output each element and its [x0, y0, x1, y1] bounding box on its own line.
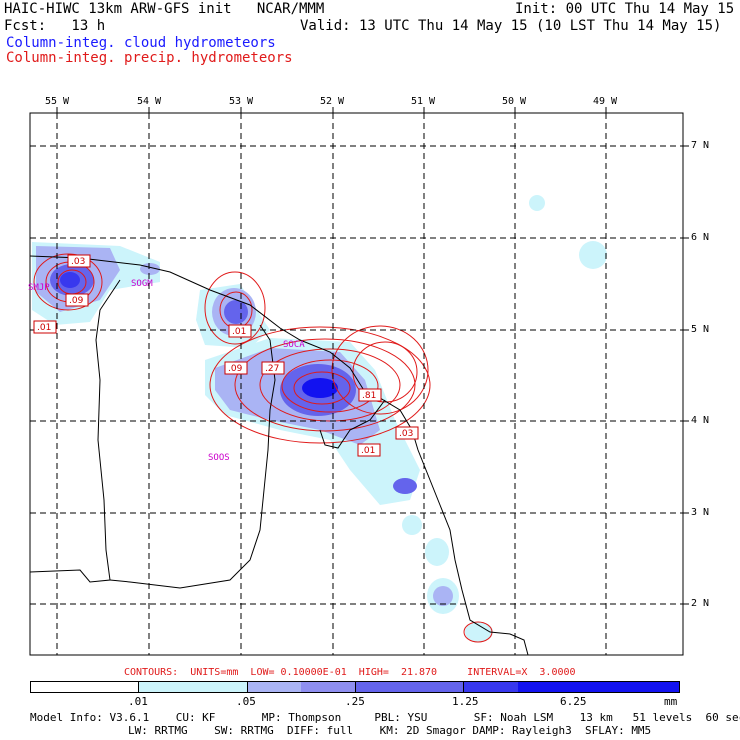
cloud-blob-south5 — [465, 622, 493, 642]
cloud-blob-south1 — [393, 478, 417, 494]
cloud-blob-ne1 — [529, 195, 545, 211]
lon-label-51w: 51 W — [411, 96, 436, 107]
contour-label: .03 — [399, 429, 413, 439]
lon-label-54w: 54 W — [137, 96, 162, 107]
legend-cloud: Column-integ. cloud hydrometeors — [6, 35, 276, 51]
scale-segment — [301, 682, 355, 692]
scale-segment — [463, 682, 518, 692]
contour-label: .09 — [228, 364, 243, 374]
cloud-blob-south2 — [402, 515, 422, 535]
lat-label-3n: 3 N — [691, 507, 710, 518]
lat-label-4n: 4 N — [691, 415, 710, 426]
cloud-core-53w-inner — [224, 300, 248, 324]
scale-tick-125: 1.25 — [452, 695, 479, 708]
lat-lon-grid — [30, 113, 683, 655]
cloud-blob-ne2 — [579, 241, 607, 269]
scale-segment — [138, 682, 247, 692]
contour-label: .01 — [37, 323, 51, 333]
scale-tick-25: .25 — [345, 695, 365, 708]
cloud-core-central-inner — [302, 378, 338, 398]
frame-ticks — [56, 107, 689, 605]
cloud-blob-south3 — [425, 538, 449, 566]
contours-info: CONTOURS: UNITS=mm LOW= 0.10000E-01 HIGH… — [124, 667, 576, 678]
contour-label: .03 — [71, 257, 85, 267]
station-sogm: SOGM — [131, 279, 153, 289]
cloud-core-west-inner — [60, 272, 80, 288]
contour-label-boxes — [33, 254, 419, 457]
scale-tick-01: .01 — [128, 695, 148, 708]
lat-label-2n: 2 N — [691, 598, 710, 609]
model-title: HAIC-HIWC 13km ARW-GFS init NCAR/MMM — [4, 1, 325, 17]
lon-label-55w: 55 W — [45, 96, 70, 107]
scale-segment — [518, 682, 679, 692]
lon-label-52w: 52 W — [320, 96, 345, 107]
lon-label-49w: 49 W — [593, 96, 618, 107]
contour-labels: .03 .09 .01 .01 .09 .27 .81 .03 .01 — [37, 257, 413, 456]
lat-label-5n: 5 N — [691, 324, 710, 335]
contour-label: .01 — [361, 446, 375, 456]
contour-label: .09 — [69, 296, 84, 306]
lon-label-50w: 50 W — [502, 96, 527, 107]
station-soos: SOOS — [208, 453, 230, 463]
map-frame — [29, 112, 684, 656]
lat-label-6n: 6 N — [691, 232, 710, 243]
scale-tick-05: .05 — [236, 695, 256, 708]
model-info-line1: Model Info: V3.6.1 CU: KF MP: Thompson P… — [30, 711, 740, 724]
contour-label: .01 — [232, 327, 246, 337]
forecast-hour: Fcst: 13 h — [4, 18, 106, 34]
scale-segment — [355, 682, 464, 692]
lon-label-53w: 53 W — [229, 96, 254, 107]
model-info-line2: LW: RRTMG SW: RRTMG DIFF: full KM: 2D Sm… — [128, 724, 652, 737]
valid-time: Valid: 13 UTC Thu 14 May 15 (10 LST Thu … — [300, 18, 722, 34]
scale-tick-625: 6.25 — [560, 695, 587, 708]
contour-label: .27 — [265, 364, 279, 374]
scale-segment — [246, 682, 302, 692]
precip-contours — [33, 253, 493, 643]
lat-label-7n: 7 N — [691, 140, 710, 151]
legend-precip: Column-integ. precip. hydrometeors — [6, 50, 293, 66]
color-scale-bar — [30, 681, 680, 693]
scale-unit: mm — [664, 695, 678, 708]
scale-segment — [31, 682, 139, 692]
init-time: Init: 00 UTC Thu 14 May 15 — [515, 1, 735, 17]
station-soca: SOCA — [283, 340, 305, 350]
station-smjp: SMJP — [28, 283, 50, 293]
contour-label: .81 — [362, 391, 376, 401]
cloud-blob-south4-core — [433, 586, 453, 606]
